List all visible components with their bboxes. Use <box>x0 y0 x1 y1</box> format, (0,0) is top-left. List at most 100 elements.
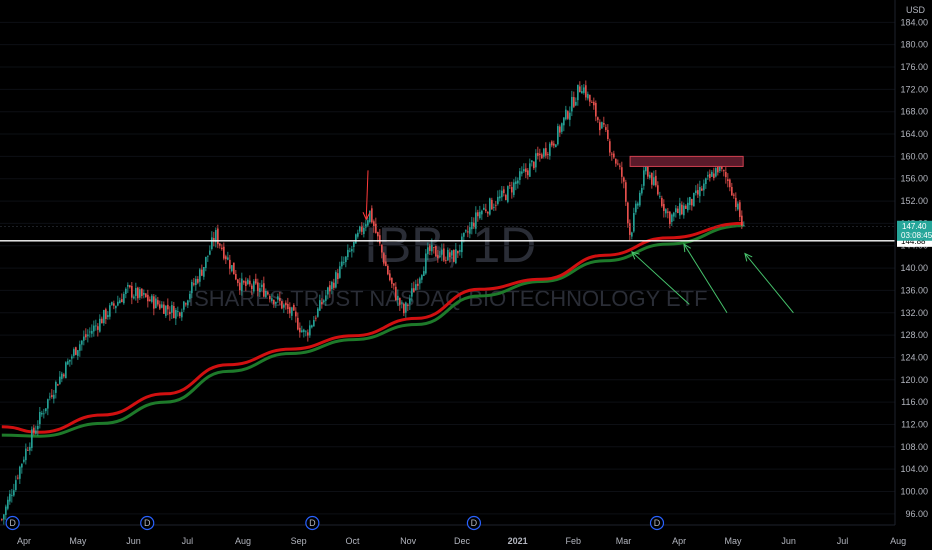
candle-body <box>339 266 341 278</box>
candle-body <box>583 87 585 93</box>
candle-body <box>565 109 567 120</box>
candle-body <box>379 235 381 244</box>
price-tick-label: 116.00 <box>901 397 928 407</box>
candle-body <box>127 284 129 287</box>
candle-body <box>567 111 569 119</box>
candle-body <box>417 283 419 286</box>
candle-body <box>709 173 711 178</box>
candle-body <box>387 265 389 275</box>
price-tick-label: 164.00 <box>900 129 928 139</box>
candle-body <box>99 318 101 332</box>
symbol-watermark: IBB, 1D <box>364 217 536 273</box>
candle-body <box>545 148 547 156</box>
candle-body <box>679 203 681 216</box>
candle-body <box>297 317 299 330</box>
price-tick-label: 104.00 <box>900 464 928 474</box>
candle-body <box>241 278 243 292</box>
arrow-head <box>362 211 371 221</box>
candle-body <box>347 249 349 258</box>
candle-body <box>155 298 157 309</box>
candle-body <box>253 281 255 292</box>
moving-average-layer <box>1 221 744 438</box>
candle-body <box>353 241 355 247</box>
candle-body <box>713 173 715 179</box>
candle-body <box>81 340 83 345</box>
candle-body <box>675 208 677 213</box>
candle-body <box>515 181 517 184</box>
candle-body <box>359 226 361 232</box>
candle-body <box>201 269 203 276</box>
time-axis[interactable]: Apr May Jun Jul Aug Sep Oct Nov Dec 2021 Feb Mar Apr… <box>17 536 906 546</box>
candle-body <box>595 102 597 117</box>
candle-body <box>121 299 123 303</box>
candle-body <box>19 466 21 479</box>
candle-body <box>119 300 121 304</box>
candle-body <box>83 336 85 341</box>
candle-body <box>407 304 409 306</box>
candle-body <box>707 175 709 177</box>
candle-body <box>499 196 501 199</box>
price-tick-label: 112.00 <box>901 419 928 429</box>
candle-body <box>319 300 321 311</box>
candle-body <box>23 459 25 462</box>
candle-body <box>467 231 469 233</box>
candle-body <box>623 177 625 182</box>
candle-body <box>393 283 395 286</box>
candle-body <box>247 279 249 284</box>
candle-body <box>117 301 119 306</box>
candle-body <box>485 209 487 212</box>
price-axis[interactable]: 96.00 100.00 104.00 108.00 112.00 116.00 120.0… <box>900 17 928 518</box>
countdown-text: 03:08:45 <box>901 231 932 240</box>
candle-body <box>105 309 107 320</box>
candle-body <box>109 305 111 317</box>
candle-body <box>723 170 725 172</box>
candle-body <box>469 227 471 234</box>
dividend-badge-label: D <box>144 518 151 528</box>
candle-body <box>631 232 633 237</box>
candle-body <box>333 282 335 288</box>
price-tick-label: 132.00 <box>900 308 928 318</box>
candle-body <box>293 304 295 311</box>
candle-body <box>13 490 15 496</box>
candle-body <box>575 101 577 106</box>
candle-body <box>41 412 43 415</box>
candle-body <box>405 302 407 313</box>
time-tick-label: Oct <box>345 536 360 546</box>
candle-body <box>377 232 379 237</box>
time-tick-label: Apr <box>17 536 31 546</box>
candle-body <box>659 196 661 197</box>
candle-body <box>413 288 415 293</box>
candle-body <box>487 211 489 214</box>
price-tick-label: 96.00 <box>905 509 928 519</box>
candle-body <box>355 234 357 244</box>
candle-body <box>727 179 729 181</box>
candle-body <box>373 221 375 227</box>
current-price-text: 147.40 <box>902 222 927 231</box>
dividend-badge-label: D <box>309 518 316 528</box>
candle-body <box>281 301 283 309</box>
candle-body <box>531 160 533 163</box>
candle-body <box>649 174 651 178</box>
candle-body <box>245 281 247 286</box>
candle-body <box>589 94 591 102</box>
candle-body <box>325 295 327 301</box>
candle-body <box>543 148 545 157</box>
candle-body <box>183 301 185 310</box>
candle-body <box>237 279 239 283</box>
candle-body <box>351 249 353 252</box>
candle-body <box>685 205 687 209</box>
candle-body <box>93 325 95 332</box>
candle-body <box>409 298 411 304</box>
candle-body <box>639 192 641 206</box>
candle-body <box>327 287 329 295</box>
candle-body <box>517 180 519 184</box>
candle-body <box>225 256 227 260</box>
candle-body <box>475 212 477 229</box>
candle-body <box>541 154 543 159</box>
candle-body <box>735 197 737 208</box>
candle-body <box>385 261 387 267</box>
candle-body <box>71 356 73 359</box>
candle-body <box>229 259 231 269</box>
